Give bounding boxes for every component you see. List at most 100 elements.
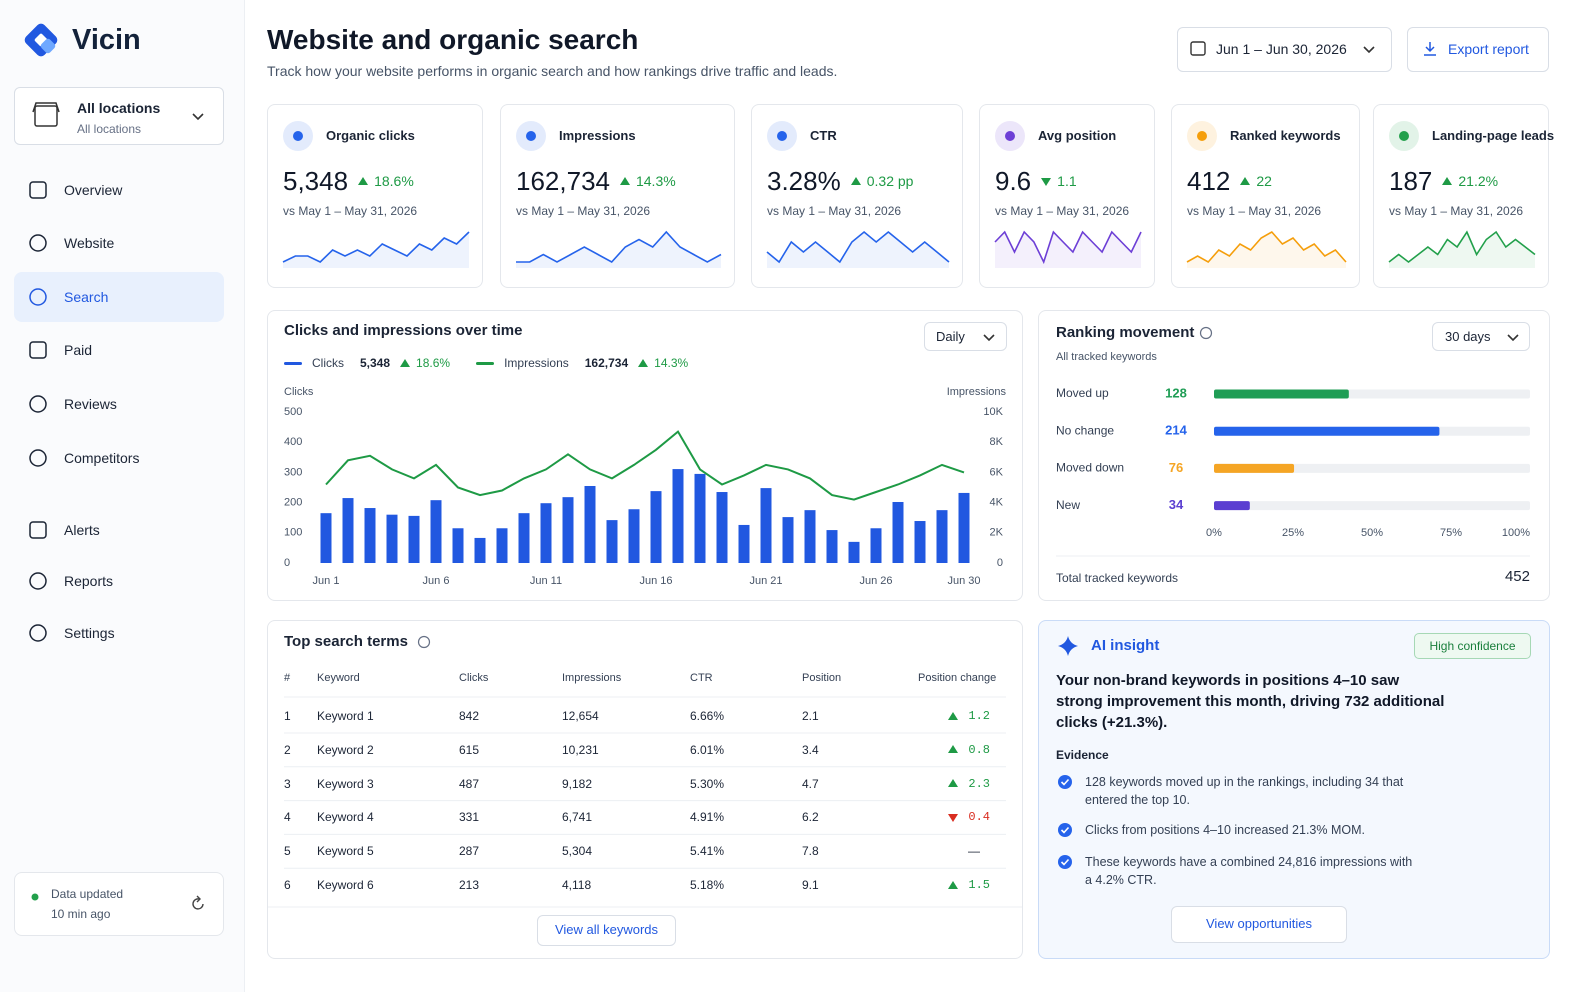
position-change: 1.5 <box>948 876 990 894</box>
table-cell: 1 <box>284 709 291 723</box>
confidence-label: High confidence <box>1429 639 1516 653</box>
kpi-label: Landing-page leads <box>1432 128 1555 143</box>
date-range: Jun 1 – Jun 30, 2026 <box>1216 41 1347 57</box>
view-all-label: View all keywords <box>554 922 659 937</box>
position-change-value: 0.8 <box>968 742 990 757</box>
nav-item[interactable]: Search <box>64 289 109 305</box>
kpi-comparison: vs May 1 – May 31, 2026 <box>767 204 902 218</box>
kpi-label: Ranked keywords <box>1230 128 1341 143</box>
table-cell: 3 <box>284 776 291 791</box>
table-cell: 4.7 <box>802 776 819 791</box>
date-range-picker[interactable] <box>1177 27 1392 72</box>
table-cell: 6.2 <box>802 810 819 825</box>
trend-arrow <box>948 779 959 788</box>
total-value: 452 <box>1504 568 1530 585</box>
kpi-comparison: vs May 1 – May 31, 2026 <box>1389 204 1524 218</box>
arrow-shape <box>850 176 861 185</box>
kpi-value: 3.28% <box>767 166 841 196</box>
table-cell: 2.1 <box>802 709 819 723</box>
evidence-label: Evidence <box>1056 748 1109 762</box>
column-header: Clicks <box>459 672 489 684</box>
table-cell: 6.66% <box>690 709 725 723</box>
nav-item[interactable]: Reports <box>64 573 114 589</box>
column-header: # <box>284 672 291 684</box>
trend-arrow <box>850 176 861 185</box>
sidebar <box>0 0 245 992</box>
table-cell: 615 <box>459 742 480 757</box>
position-change-value: 1.2 <box>968 709 990 723</box>
kpi-comparison: vs May 1 – May 31, 2026 <box>995 204 1130 218</box>
kpi-comparison: vs May 1 – May 31, 2026 <box>1187 204 1322 218</box>
legend-name: Clicks <box>312 356 344 370</box>
table-cell: 5.18% <box>690 878 725 892</box>
kpi-change: 0.32 pp <box>866 173 914 189</box>
kpi-value: 5,348 <box>283 166 349 196</box>
table-cell: 7.8 <box>802 844 819 859</box>
nav-item[interactable]: Paid <box>64 342 93 358</box>
column-header: CTR <box>690 672 713 684</box>
trend-arrow <box>1442 176 1453 185</box>
table-cell: 5 <box>284 844 291 859</box>
nav-item[interactable]: Reviews <box>64 396 117 412</box>
page-title: Website and organic search <box>267 24 639 55</box>
table-cell: 3.4 <box>802 742 819 757</box>
arrow-shape <box>948 880 959 889</box>
trend-arrow <box>358 176 369 185</box>
table-cell: 10,231 <box>562 742 599 757</box>
arrow-shape <box>400 358 411 367</box>
position-change: 0.8 <box>948 741 990 759</box>
kpi-value-row: 9.6 1.1 <box>995 166 1077 196</box>
nav-item[interactable]: Settings <box>64 625 115 641</box>
trend-arrow <box>948 711 959 720</box>
kpi-comparison: vs May 1 – May 31, 2026 <box>283 204 418 218</box>
table-cell: 4 <box>284 810 291 825</box>
table-card <box>267 620 1023 959</box>
table-cell: 5.41% <box>690 844 725 859</box>
status-time: 10 min ago <box>51 907 111 921</box>
table-cell: 4.91% <box>690 810 725 825</box>
opportunities-button[interactable] <box>1171 906 1347 943</box>
nav-item[interactable]: Overview <box>64 182 123 198</box>
location-subtitle: All locations <box>77 122 142 136</box>
arrow-shape <box>358 176 369 185</box>
kpi-change: 1.1 <box>1057 173 1077 189</box>
arrow-shape <box>948 711 959 720</box>
export-label: Export report <box>1448 41 1529 57</box>
kpi-value-row: 162,734 14.3% <box>516 166 676 196</box>
legend-change: 14.3% <box>654 356 689 370</box>
table-cell: 213 <box>459 878 480 892</box>
kpi-value-row: 187 21.2% <box>1389 166 1498 196</box>
evidence-item: Clicks from positions 4–10 increased 21.… <box>1085 823 1365 837</box>
y2-axis-label: Impressions <box>946 386 1006 398</box>
nav-item[interactable]: Website <box>64 235 115 251</box>
position-change: 1.2 <box>948 707 990 725</box>
total-label: Total tracked keywords <box>1056 571 1179 585</box>
nav-item[interactable]: Alerts <box>64 522 100 538</box>
trend-arrow <box>1041 177 1052 186</box>
nav-item[interactable]: Competitors <box>64 450 140 466</box>
status-box <box>14 872 224 936</box>
table-cell: 5.30% <box>690 776 725 791</box>
column-header: Position <box>802 672 842 684</box>
table-cell: Keyword 1 <box>317 709 374 723</box>
evidence-item: 128 keywords moved up in the rankings, i… <box>1085 775 1404 807</box>
table-cell: Keyword 4 <box>317 810 374 825</box>
ranking-title: Ranking movement <box>1056 324 1195 341</box>
position-change-value: 0.4 <box>968 810 990 825</box>
insight-title: AI insight <box>1091 637 1160 654</box>
evidence-item: These keywords have a combined 24,816 im… <box>1085 855 1413 887</box>
table-cell: Keyword 6 <box>317 878 374 892</box>
table-cell: 9,182 <box>562 776 593 791</box>
ranking-period-label: 30 days <box>1445 329 1491 344</box>
legend: Clicks 5,348 18.6% Impressions 162,734 14.3% <box>284 354 688 372</box>
arrow-shape <box>1041 177 1052 186</box>
table-cell: 4,118 <box>562 878 592 892</box>
insight-card <box>1038 620 1550 959</box>
kpi-change: 14.3% <box>635 173 676 189</box>
table-cell: 842 <box>459 709 480 723</box>
column-header: Keyword <box>317 672 360 684</box>
table-cell: 9.1 <box>802 878 819 892</box>
arrow-shape <box>948 779 959 788</box>
kpi-value-row: 3.28% 0.32 pp <box>767 166 913 196</box>
view-all-button[interactable] <box>537 915 676 946</box>
